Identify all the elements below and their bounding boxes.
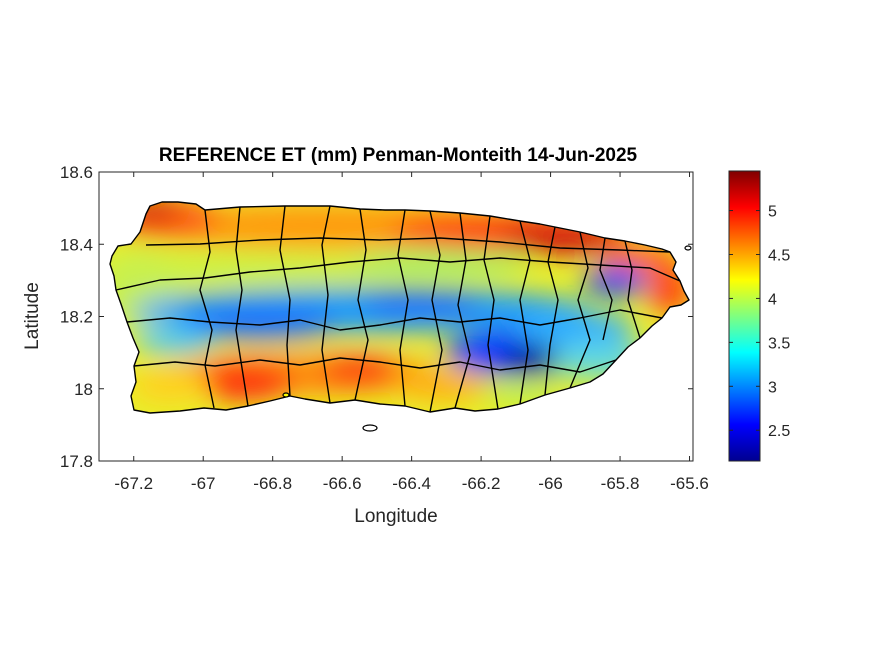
colorbar-gradient [728,170,761,462]
municipal-boundaries [109,201,690,414]
y-tick-label: 18.2 [60,308,93,327]
x-tick-label: -66.2 [462,474,501,493]
x-tick-label: -66.6 [323,474,362,493]
colorbar-tick-label: 4 [768,291,777,308]
offshore-islands [282,245,692,432]
y-tick-labels: 17.8 18 18.2 18.4 18.6 [60,163,93,471]
x-tick-label: -65.6 [670,474,709,493]
x-axis-label: Longitude [354,506,437,527]
colorbar-tick-label: 3.5 [768,335,790,352]
colorbar: 2.5 3 3.5 4 4.5 5 [728,170,790,462]
x-tick-label: -67.2 [114,474,153,493]
y-tick-label: 18 [74,380,93,399]
chart-title: REFERENCE ET (mm) Penman-Monteith 14-Jun… [159,145,638,166]
colorbar-ticks: 2.5 3 3.5 4 4.5 5 [729,204,790,440]
x-tick-labels: -67.2 -67 -66.8 -66.6 -66.4 -66.2 -66 -65.8 -65.… [114,474,709,493]
x-tick-label: -67 [191,474,216,493]
axis-ticks [99,171,693,462]
x-tick-label: -66.4 [392,474,431,493]
x-tick-label: -66.8 [253,474,292,493]
x-tick-label: -65.8 [601,474,640,493]
y-axis-label: Latitude [22,282,43,350]
colorbar-tick-label: 3 [768,379,777,396]
y-tick-label: 18.6 [60,163,93,182]
colorbar-tick-label: 4.5 [768,247,790,264]
y-tick-label: 18.4 [60,235,93,254]
y-tick-label: 17.8 [60,452,93,471]
colorbar-tick-label: 5 [768,204,777,221]
colorbar-tick-label: 2.5 [768,423,790,440]
x-tick-label: -66 [538,474,563,493]
